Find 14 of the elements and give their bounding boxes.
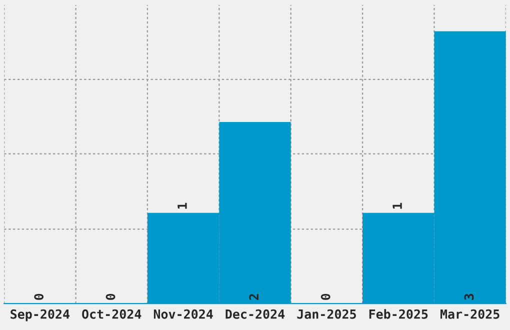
data-label: 3 bbox=[464, 294, 474, 300]
data-label: 1 bbox=[392, 202, 402, 209]
x-tick-label: Oct-2024 bbox=[82, 309, 142, 319]
data-label: 1 bbox=[178, 202, 187, 209]
data-label: 0 bbox=[320, 294, 330, 300]
x-tick-label: Dec-2024 bbox=[226, 309, 285, 319]
x-tick-label: Sep-2024 bbox=[10, 309, 70, 322]
x-tick-label: Mar-2025 bbox=[440, 309, 500, 319]
x-tick-label: Jan-2025 bbox=[297, 309, 356, 319]
x-tick-label: Nov-2024 bbox=[154, 309, 213, 319]
data-label: 0 bbox=[106, 294, 116, 300]
x-tick-label: Feb-2025 bbox=[369, 309, 428, 319]
data-label: 0 bbox=[34, 294, 44, 300]
data-label: 2 bbox=[249, 294, 258, 300]
